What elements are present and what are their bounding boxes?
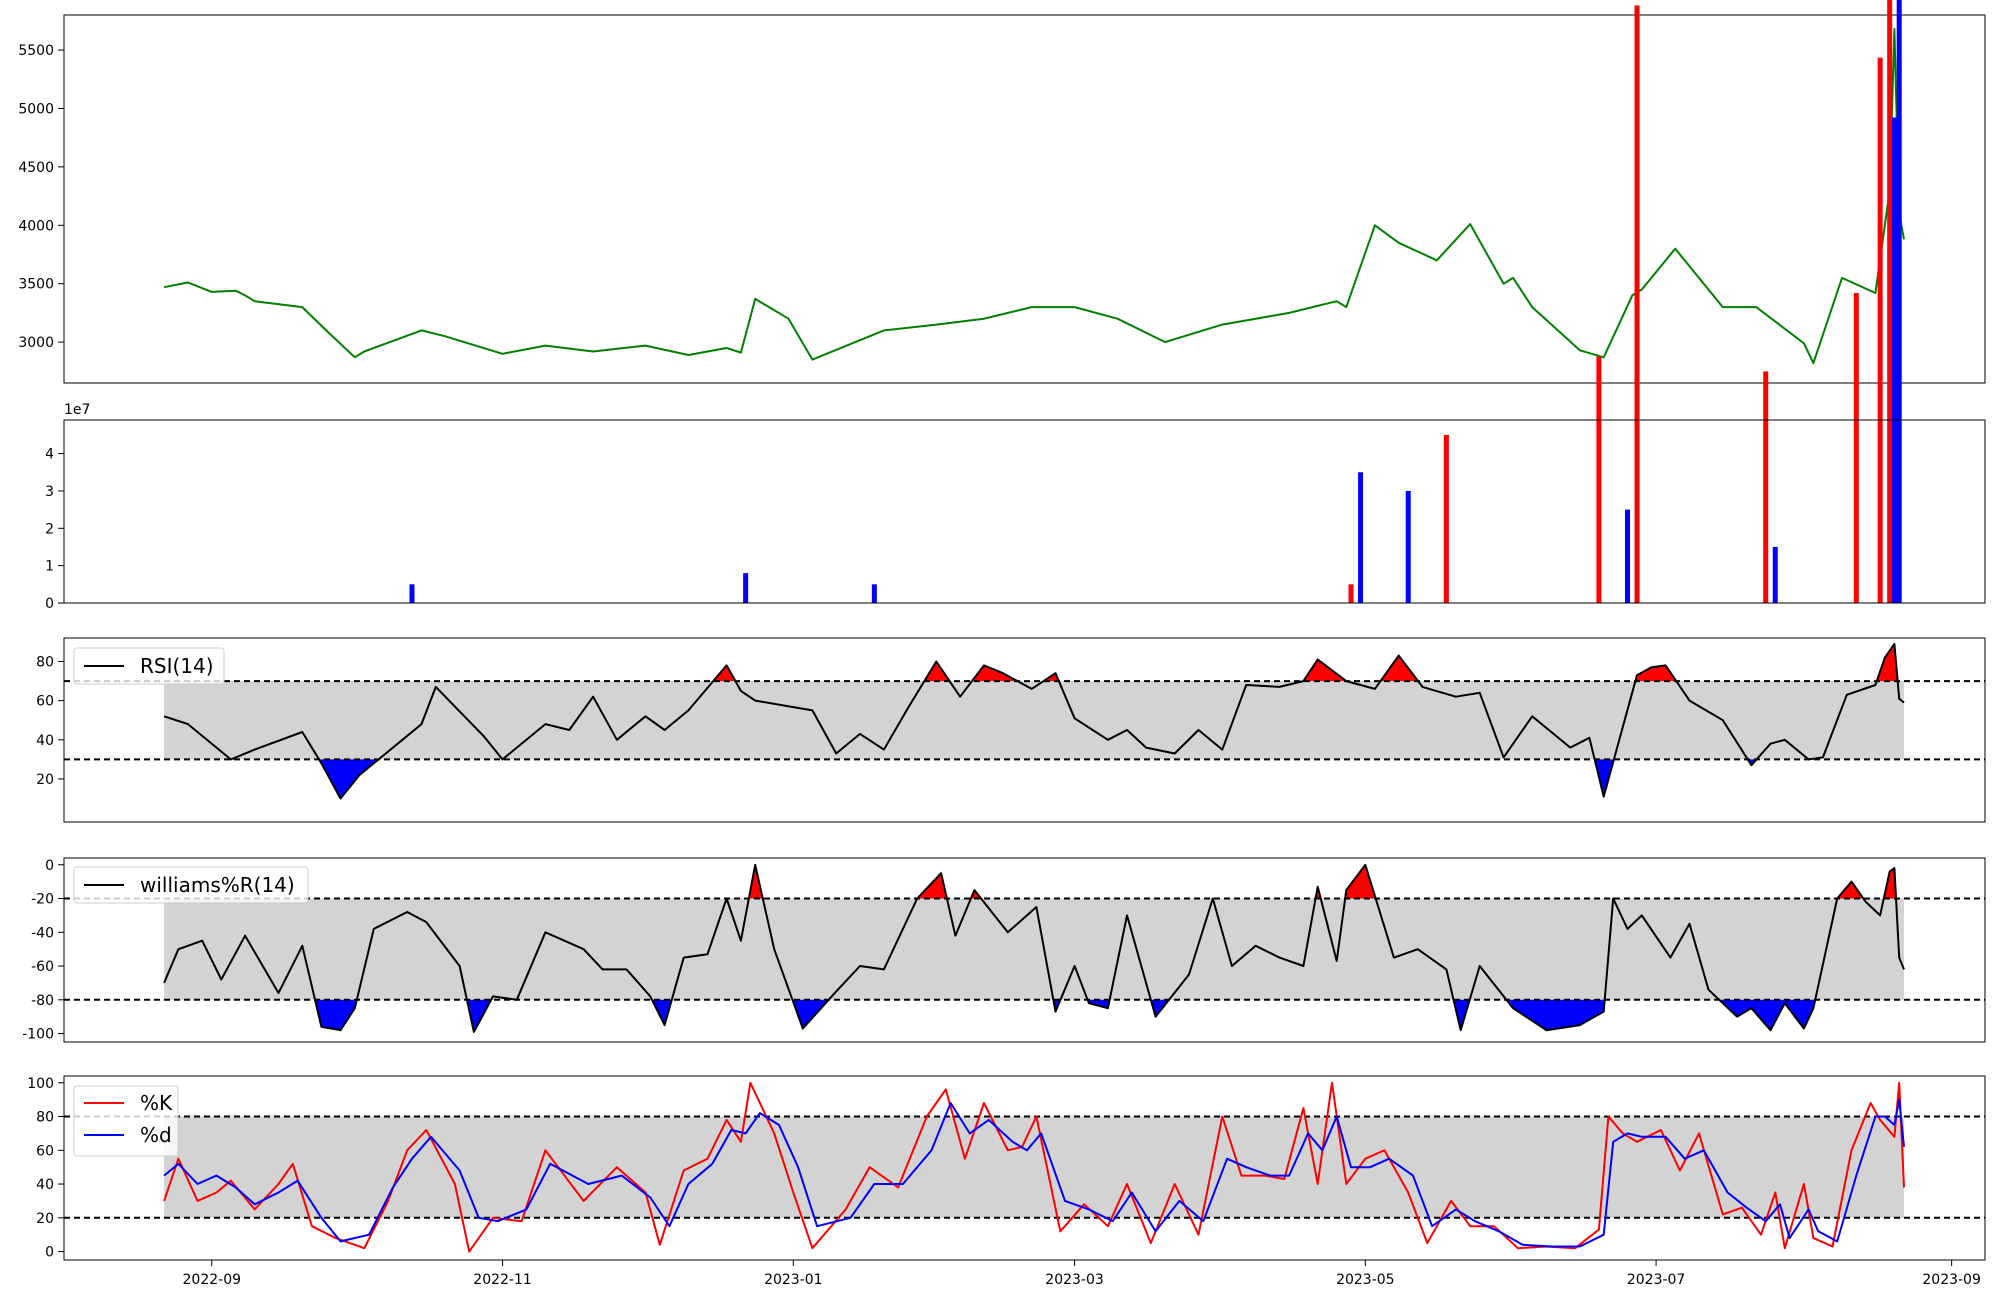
stochastic-legend-label-d: %d [140, 1123, 172, 1147]
stochastic-series-line-1 [163, 1098, 1905, 1248]
volume-bar [1891, 117, 1897, 603]
stochastic-band-fill [164, 1116, 1904, 1218]
volume-axes-frame [63, 419, 1986, 604]
price-line [163, 28, 1905, 365]
volume-bar [1443, 434, 1449, 603]
x-tick-label: 2023-05 [1336, 1272, 1395, 1288]
volume-bar [1763, 371, 1769, 603]
stochastic-y-axis: 0 20 40 60 80 100 [27, 1076, 64, 1261]
volume-ytick-label: 4 [45, 447, 54, 463]
stochastic-legend-label-k: %K [140, 1091, 173, 1115]
stochastic-series-line-0 [163, 1081, 1905, 1253]
volume-offset-label: 1e7 [64, 402, 90, 418]
price-plot-area [163, 28, 1905, 365]
volume-bar [1358, 472, 1364, 603]
x-tick-label: 2022-09 [183, 1272, 242, 1288]
volume-bar [1634, 5, 1640, 604]
williams-legend-label: williams%R(14) [140, 873, 295, 897]
williams-legend: williams%R(14) [73, 866, 309, 904]
volume-ytick-label: 3 [45, 484, 54, 500]
rsi-ytick-label: 40 [36, 733, 54, 749]
rsi-band-fill [164, 681, 1904, 760]
rsi-panel: 20 40 60 80 RSI(14) [36, 637, 1986, 823]
volume-y-axis: 0 1 2 3 4 [45, 447, 64, 612]
rsi-legend: RSI(14) [73, 647, 225, 685]
williams-legend-box [73, 866, 309, 904]
volume-panel: 0 1 2 3 4 1e7 [45, 0, 1986, 612]
x-tick-label: 2023-07 [1627, 1272, 1686, 1288]
rsi-axes-frame [63, 637, 1986, 823]
williams-ytick-label: -20 [31, 892, 54, 908]
rsi-legend-label: RSI(14) [140, 654, 214, 678]
stochastic-ytick-label: 40 [36, 1177, 54, 1193]
stochastic-ytick-label: 20 [36, 1211, 54, 1227]
williams-band-fill [164, 898, 1904, 1000]
x-tick-label: 2023-09 [1922, 1272, 1981, 1288]
williams-plot-area [64, 863, 1985, 1033]
volume-ytick-label: 0 [45, 596, 54, 612]
williams-ytick-label: -40 [31, 925, 54, 941]
stochastic-plot-area [64, 1081, 1985, 1253]
rsi-plot-area [64, 642, 1985, 800]
stochastic-ytick-label: 100 [27, 1076, 54, 1092]
volume-bar [743, 573, 749, 603]
stochastic-legend: %K %d [73, 1085, 179, 1157]
x-tick-label: 2022-11 [473, 1272, 532, 1288]
volume-bar [1772, 546, 1778, 603]
williams-axes-frame [63, 857, 1986, 1043]
x-tick-label: 2023-01 [764, 1272, 823, 1288]
williams-oversold-fill [164, 999, 1905, 1031]
volume-ytick-label: 1 [45, 559, 54, 575]
price-y-axis: 3000 3500 4000 4500 5000 5500 [18, 43, 64, 351]
volume-bar [1896, 0, 1902, 603]
volume-bar [1853, 293, 1859, 603]
stochastic-ytick-label: 60 [36, 1143, 54, 1159]
williams-ytick-label: 0 [45, 858, 54, 874]
volume-ytick-label: 2 [45, 521, 54, 537]
volume-plot-area [409, 0, 1902, 604]
stochastic-panel: 0 20 40 60 80 100 2022-09 2022-11 2023-01 2023-0… [27, 1075, 1986, 1288]
rsi-legend-box [73, 647, 225, 685]
volume-bar [1887, 0, 1893, 603]
volume-bar [1405, 490, 1411, 603]
rsi-ytick-label: 60 [36, 694, 54, 710]
volume-bar [1877, 57, 1883, 604]
williams-panel: 0 -20 -40 -60 -80 -100 williams%R(14) [22, 857, 1986, 1043]
volume-bar [409, 584, 415, 603]
price-ytick-label: 4000 [18, 218, 54, 234]
williams-series-line-0 [163, 863, 1905, 1033]
stochastic-x-axis: 2022-09 2022-11 2023-01 2023-03 2023-05 2023-… [183, 1260, 1981, 1288]
volume-bar [1596, 356, 1602, 603]
stochastic-ytick-label: 0 [45, 1245, 54, 1261]
price-ytick-label: 4500 [18, 160, 54, 176]
x-tick-label: 2023-03 [1045, 1272, 1104, 1288]
price-panel: 3000 3500 4000 4500 5000 5500 [18, 14, 1986, 384]
rsi-ytick-label: 80 [36, 654, 54, 670]
volume-bar [1624, 509, 1630, 603]
rsi-y-axis: 20 40 60 80 [36, 654, 64, 788]
rsi-ytick-label: 20 [36, 772, 54, 788]
stochastic-axes-frame [63, 1075, 1986, 1261]
volume-bar [1348, 584, 1354, 603]
price-axes-frame [63, 14, 1986, 384]
williams-ytick-label: -80 [31, 993, 54, 1009]
price-ytick-label: 5500 [18, 43, 54, 59]
williams-ytick-label: -100 [22, 1027, 54, 1043]
williams-ytick-label: -60 [31, 959, 54, 975]
price-ytick-label: 3000 [18, 335, 54, 351]
volume-bar [871, 584, 877, 603]
price-ytick-label: 5000 [18, 101, 54, 117]
stochastic-ytick-label: 80 [36, 1110, 54, 1126]
price-ytick-label: 3500 [18, 277, 54, 293]
rsi-series-line-0 [163, 642, 1905, 800]
williams-y-axis: 0 -20 -40 -60 -80 -100 [22, 858, 64, 1043]
